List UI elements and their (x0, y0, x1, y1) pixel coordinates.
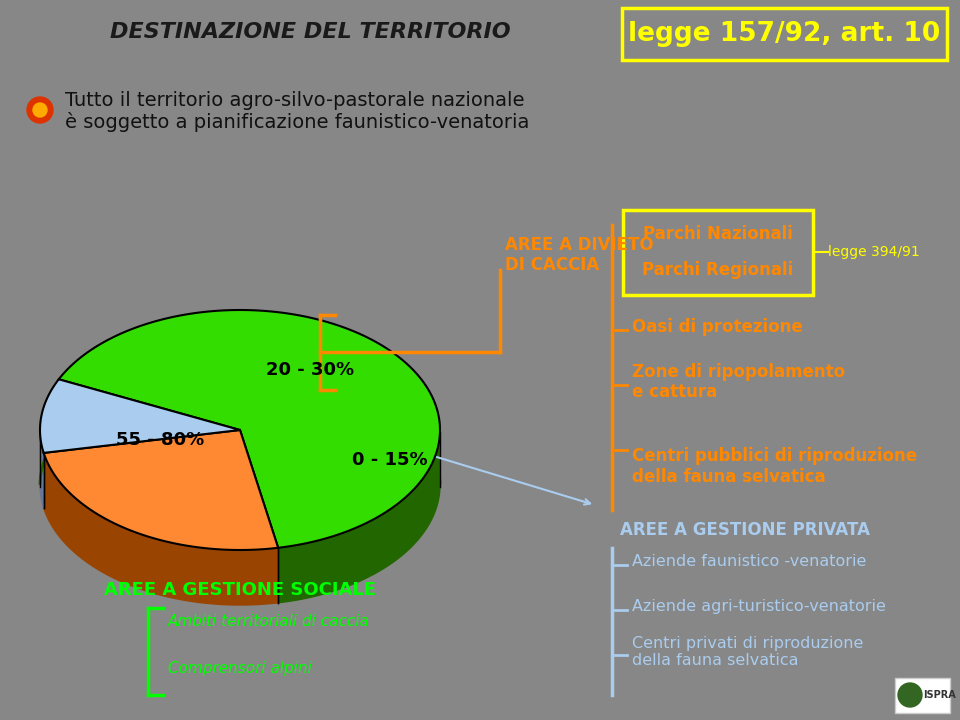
Text: 0 - 15%: 0 - 15% (352, 451, 428, 469)
Circle shape (27, 97, 53, 123)
Text: Centri pubblici di riproduzione
della fauna selvatica: Centri pubblici di riproduzione della fa… (632, 447, 917, 486)
Polygon shape (40, 432, 43, 508)
Text: 20 - 30%: 20 - 30% (266, 361, 354, 379)
Polygon shape (43, 430, 278, 550)
Text: AREE A GESTIONE PRIVATA: AREE A GESTIONE PRIVATA (620, 521, 870, 539)
Text: AREE A GESTIONE SOCIALE: AREE A GESTIONE SOCIALE (104, 581, 376, 599)
Circle shape (898, 683, 922, 707)
Text: Ambiti territoriali di caccia: Ambiti territoriali di caccia (168, 614, 370, 629)
Polygon shape (278, 432, 440, 603)
Text: Aziende faunistico -venatorie: Aziende faunistico -venatorie (632, 554, 866, 570)
FancyBboxPatch shape (623, 210, 813, 295)
FancyBboxPatch shape (622, 8, 947, 60)
Text: legge 394/91: legge 394/91 (828, 245, 920, 259)
Circle shape (33, 103, 47, 117)
Text: Oasi di protezione: Oasi di protezione (632, 318, 803, 336)
Text: Comprensori alpini: Comprensori alpini (168, 660, 312, 675)
Polygon shape (43, 453, 278, 605)
Text: ISPRA: ISPRA (924, 690, 956, 700)
Text: Tutto il territorio agro-silvo-pastorale nazionale: Tutto il territorio agro-silvo-pastorale… (65, 91, 524, 109)
Text: 55 - 80%: 55 - 80% (116, 431, 204, 449)
Text: Parchi Nazionali: Parchi Nazionali (643, 225, 793, 243)
Text: è soggetto a pianificazione faunistico-venatoria: è soggetto a pianificazione faunistico-v… (65, 112, 529, 132)
Polygon shape (40, 379, 240, 453)
FancyBboxPatch shape (895, 678, 950, 713)
Polygon shape (59, 310, 440, 548)
Text: Aziende agri-turistico-venatorie: Aziende agri-turistico-venatorie (632, 600, 886, 614)
Text: Centri privati di riproduzione
della fauna selvatica: Centri privati di riproduzione della fau… (632, 636, 863, 668)
Text: AREE A DIVIETO
DI CACCIA: AREE A DIVIETO DI CACCIA (505, 235, 654, 274)
Text: DESTINAZIONE DEL TERRITORIO: DESTINAZIONE DEL TERRITORIO (109, 22, 511, 42)
Text: legge 157/92, art. 10: legge 157/92, art. 10 (629, 21, 941, 47)
Text: Parchi Regionali: Parchi Regionali (642, 261, 794, 279)
Text: Zone di ripopolamento
e cattura: Zone di ripopolamento e cattura (632, 363, 845, 401)
